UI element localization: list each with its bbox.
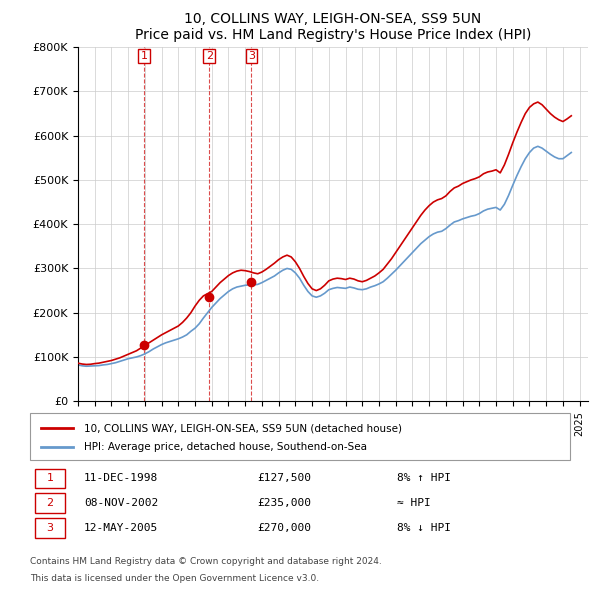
- Text: £127,500: £127,500: [257, 474, 311, 483]
- Text: 2: 2: [206, 51, 213, 61]
- Text: 1: 1: [140, 51, 148, 61]
- Title: 10, COLLINS WAY, LEIGH-ON-SEA, SS9 5UN
Price paid vs. HM Land Registry's House P: 10, COLLINS WAY, LEIGH-ON-SEA, SS9 5UN P…: [135, 12, 531, 42]
- FancyBboxPatch shape: [35, 493, 65, 513]
- Text: HPI: Average price, detached house, Southend-on-Sea: HPI: Average price, detached house, Sout…: [84, 442, 367, 452]
- Text: 11-DEC-1998: 11-DEC-1998: [84, 474, 158, 483]
- Text: 10, COLLINS WAY, LEIGH-ON-SEA, SS9 5UN (detached house): 10, COLLINS WAY, LEIGH-ON-SEA, SS9 5UN (…: [84, 423, 402, 433]
- Text: £270,000: £270,000: [257, 523, 311, 533]
- FancyBboxPatch shape: [35, 468, 65, 489]
- Text: 08-NOV-2002: 08-NOV-2002: [84, 499, 158, 508]
- Text: £235,000: £235,000: [257, 499, 311, 508]
- Text: Contains HM Land Registry data © Crown copyright and database right 2024.: Contains HM Land Registry data © Crown c…: [30, 556, 382, 566]
- Text: ≈ HPI: ≈ HPI: [397, 499, 431, 508]
- Text: 8% ↓ HPI: 8% ↓ HPI: [397, 523, 451, 533]
- Text: 3: 3: [46, 523, 53, 533]
- FancyBboxPatch shape: [30, 413, 570, 460]
- Text: 3: 3: [248, 51, 255, 61]
- Text: 1: 1: [46, 474, 53, 483]
- Text: This data is licensed under the Open Government Licence v3.0.: This data is licensed under the Open Gov…: [30, 574, 319, 584]
- Text: 12-MAY-2005: 12-MAY-2005: [84, 523, 158, 533]
- Text: 2: 2: [46, 499, 53, 508]
- FancyBboxPatch shape: [35, 518, 65, 538]
- Text: 8% ↑ HPI: 8% ↑ HPI: [397, 474, 451, 483]
